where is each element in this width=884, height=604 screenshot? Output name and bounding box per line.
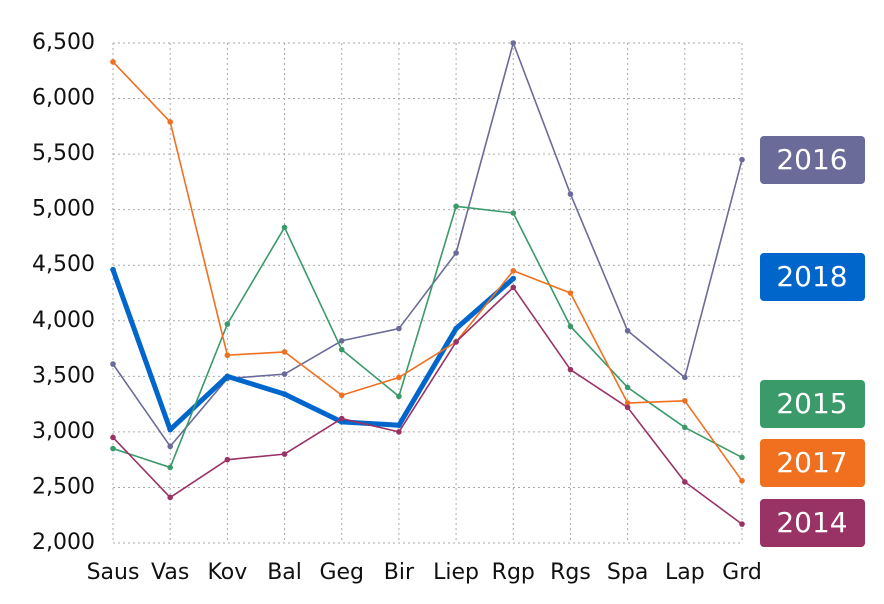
point [396,325,402,332]
point [739,454,745,461]
point [338,337,345,344]
x-tick-label: Kov [207,560,247,585]
legend-box [760,253,865,301]
point [396,422,402,429]
point [281,391,288,397]
point [224,373,231,380]
point [510,284,517,291]
legend-box [760,136,865,184]
point [224,321,231,327]
x-tick-label: Bal [267,560,302,585]
point [167,119,173,125]
y-tick-label: 2,500 [32,474,95,499]
point [224,456,231,463]
point [567,366,574,373]
point [624,400,631,406]
point [682,397,688,404]
legend-item: 2016 [760,136,865,184]
legend-box [760,439,865,487]
point [510,210,517,216]
legend-item: 2014 [760,499,865,547]
point [510,40,517,46]
series-line [112,205,743,469]
x-tick-label: Rgp [492,560,535,585]
point [453,203,459,210]
point [739,156,745,163]
y-tick-label: 2,000 [32,530,95,555]
x-tick-label: Rgs [550,560,591,585]
legend-item: 2018 [760,253,865,301]
point [281,451,288,457]
y-tick-label: 5,000 [32,197,95,222]
legend-label: 2017 [776,446,847,479]
legend-item: 2017 [760,439,865,487]
y-tick-label: 6,000 [32,86,95,111]
point [281,371,288,377]
point [567,290,574,296]
point [510,275,517,282]
x-tick-label: Grd [722,560,762,585]
legend-label: 2015 [776,387,847,420]
legend-label: 2014 [776,506,847,539]
series-line [112,42,743,448]
point [396,429,402,435]
point [624,327,631,334]
y-tick-label: 4,500 [32,252,95,277]
point [453,325,459,332]
point [453,250,459,256]
y-tick-label: 6,500 [32,30,95,55]
point [338,415,345,422]
legend-box [760,499,865,547]
x-tick-label: Liep [433,560,479,585]
point [396,393,402,400]
point [739,477,745,484]
legend-label: 2018 [776,260,847,293]
point [567,323,574,330]
y-tick-label: 5,500 [32,141,95,166]
legend-item: 2015 [760,380,865,428]
point [110,445,116,452]
point [110,434,116,441]
point [167,494,173,501]
point [510,267,517,274]
y-tick-label: 3,000 [32,419,95,444]
y-tick-label: 3,500 [32,363,95,388]
point [396,374,402,381]
point [110,266,116,273]
point [110,59,116,65]
x-tick-label: Spa [607,560,648,585]
series-line [112,61,743,482]
y-tick-label: 4,000 [32,308,95,333]
legend-box [760,380,865,428]
x-tick-label: Bir [384,560,415,585]
point [338,346,345,353]
point [167,426,173,433]
x-tick-label: Geg [319,560,364,585]
x-tick-label: Lap [665,560,705,585]
point [682,374,688,381]
x-tick-label: Saus [87,560,140,585]
point [167,443,173,450]
point [739,521,745,527]
legend-label: 2016 [776,143,847,176]
point [167,464,173,471]
series-line [110,268,515,433]
point [453,339,459,345]
point [567,191,574,197]
series-line [112,286,743,525]
point [682,479,688,485]
point [281,224,288,231]
point [338,392,345,399]
x-tick-label: Vas [151,560,189,585]
point [224,352,231,359]
point [624,384,631,391]
point [110,361,116,367]
point [682,424,688,431]
point [624,404,631,411]
point [281,349,288,355]
